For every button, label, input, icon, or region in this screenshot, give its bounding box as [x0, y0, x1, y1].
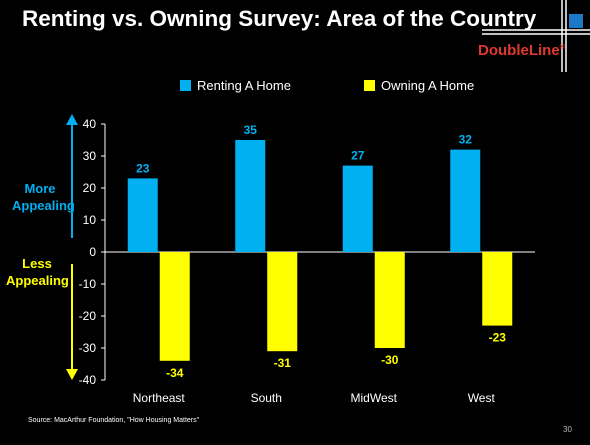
data-label-renting: 35	[244, 123, 258, 137]
legend-item-renting: Renting A Home	[180, 78, 291, 93]
y-tick-label: 20	[83, 181, 97, 195]
y-tick-label: 10	[83, 213, 97, 227]
more-appealing-label: More Appealing	[12, 180, 75, 214]
more-label-line2: Appealing	[12, 198, 75, 213]
y-tick-label: -20	[79, 309, 97, 323]
bar-owning	[482, 252, 513, 326]
category-label: Northeast	[133, 391, 186, 405]
more-label-line1: More	[24, 181, 56, 196]
legend-swatch-owning	[364, 80, 375, 91]
y-tick-label: -10	[79, 277, 97, 291]
brand-name: DoubleLine	[478, 42, 560, 59]
y-tick-label: 30	[83, 149, 97, 163]
y-tick-label: 40	[83, 117, 97, 131]
y-tick-label: -40	[79, 373, 97, 387]
bar-renting	[127, 178, 158, 252]
data-label-renting: 32	[459, 133, 473, 147]
legend-label-owning: Owning A Home	[381, 78, 475, 93]
data-label-owning: -30	[381, 353, 399, 367]
bar-owning	[159, 252, 190, 361]
arrow-down-icon	[66, 369, 78, 380]
brand-mark: ®	[559, 44, 565, 51]
category-label: MidWest	[351, 391, 398, 405]
brand-logo: DoubleLine®	[478, 42, 565, 59]
legend-swatch-renting	[180, 80, 191, 91]
y-tick-label: 0	[89, 245, 96, 259]
bar-renting	[235, 140, 266, 252]
page-number: 30	[563, 425, 572, 434]
category-label: West	[468, 391, 496, 405]
less-label-line1: Less	[22, 256, 52, 271]
legend-item-owning: Owning A Home	[364, 78, 474, 93]
bar-renting	[342, 165, 373, 252]
source-note: Source: MacArthur Foundation, "How Housi…	[28, 417, 200, 424]
bar-renting	[450, 149, 481, 252]
data-label-owning: -23	[489, 331, 507, 345]
data-label-renting: 27	[351, 149, 365, 163]
less-appealing-label: Less Appealing	[6, 255, 69, 289]
data-label-renting: 23	[136, 161, 150, 175]
arrow-up-icon	[66, 114, 78, 125]
y-tick-label: -30	[79, 341, 97, 355]
bar-owning	[374, 252, 405, 348]
bar-owning	[267, 252, 298, 352]
legend-label-renting: Renting A Home	[197, 78, 291, 93]
less-label-line2: Appealing	[6, 273, 69, 288]
category-label: South	[251, 391, 282, 405]
data-label-owning: -34	[166, 366, 184, 380]
data-label-owning: -31	[274, 356, 292, 370]
slide-title: Renting vs. Owning Survey: Area of the C…	[22, 6, 537, 31]
legend: Renting A Home Owning A Home	[0, 78, 590, 98]
